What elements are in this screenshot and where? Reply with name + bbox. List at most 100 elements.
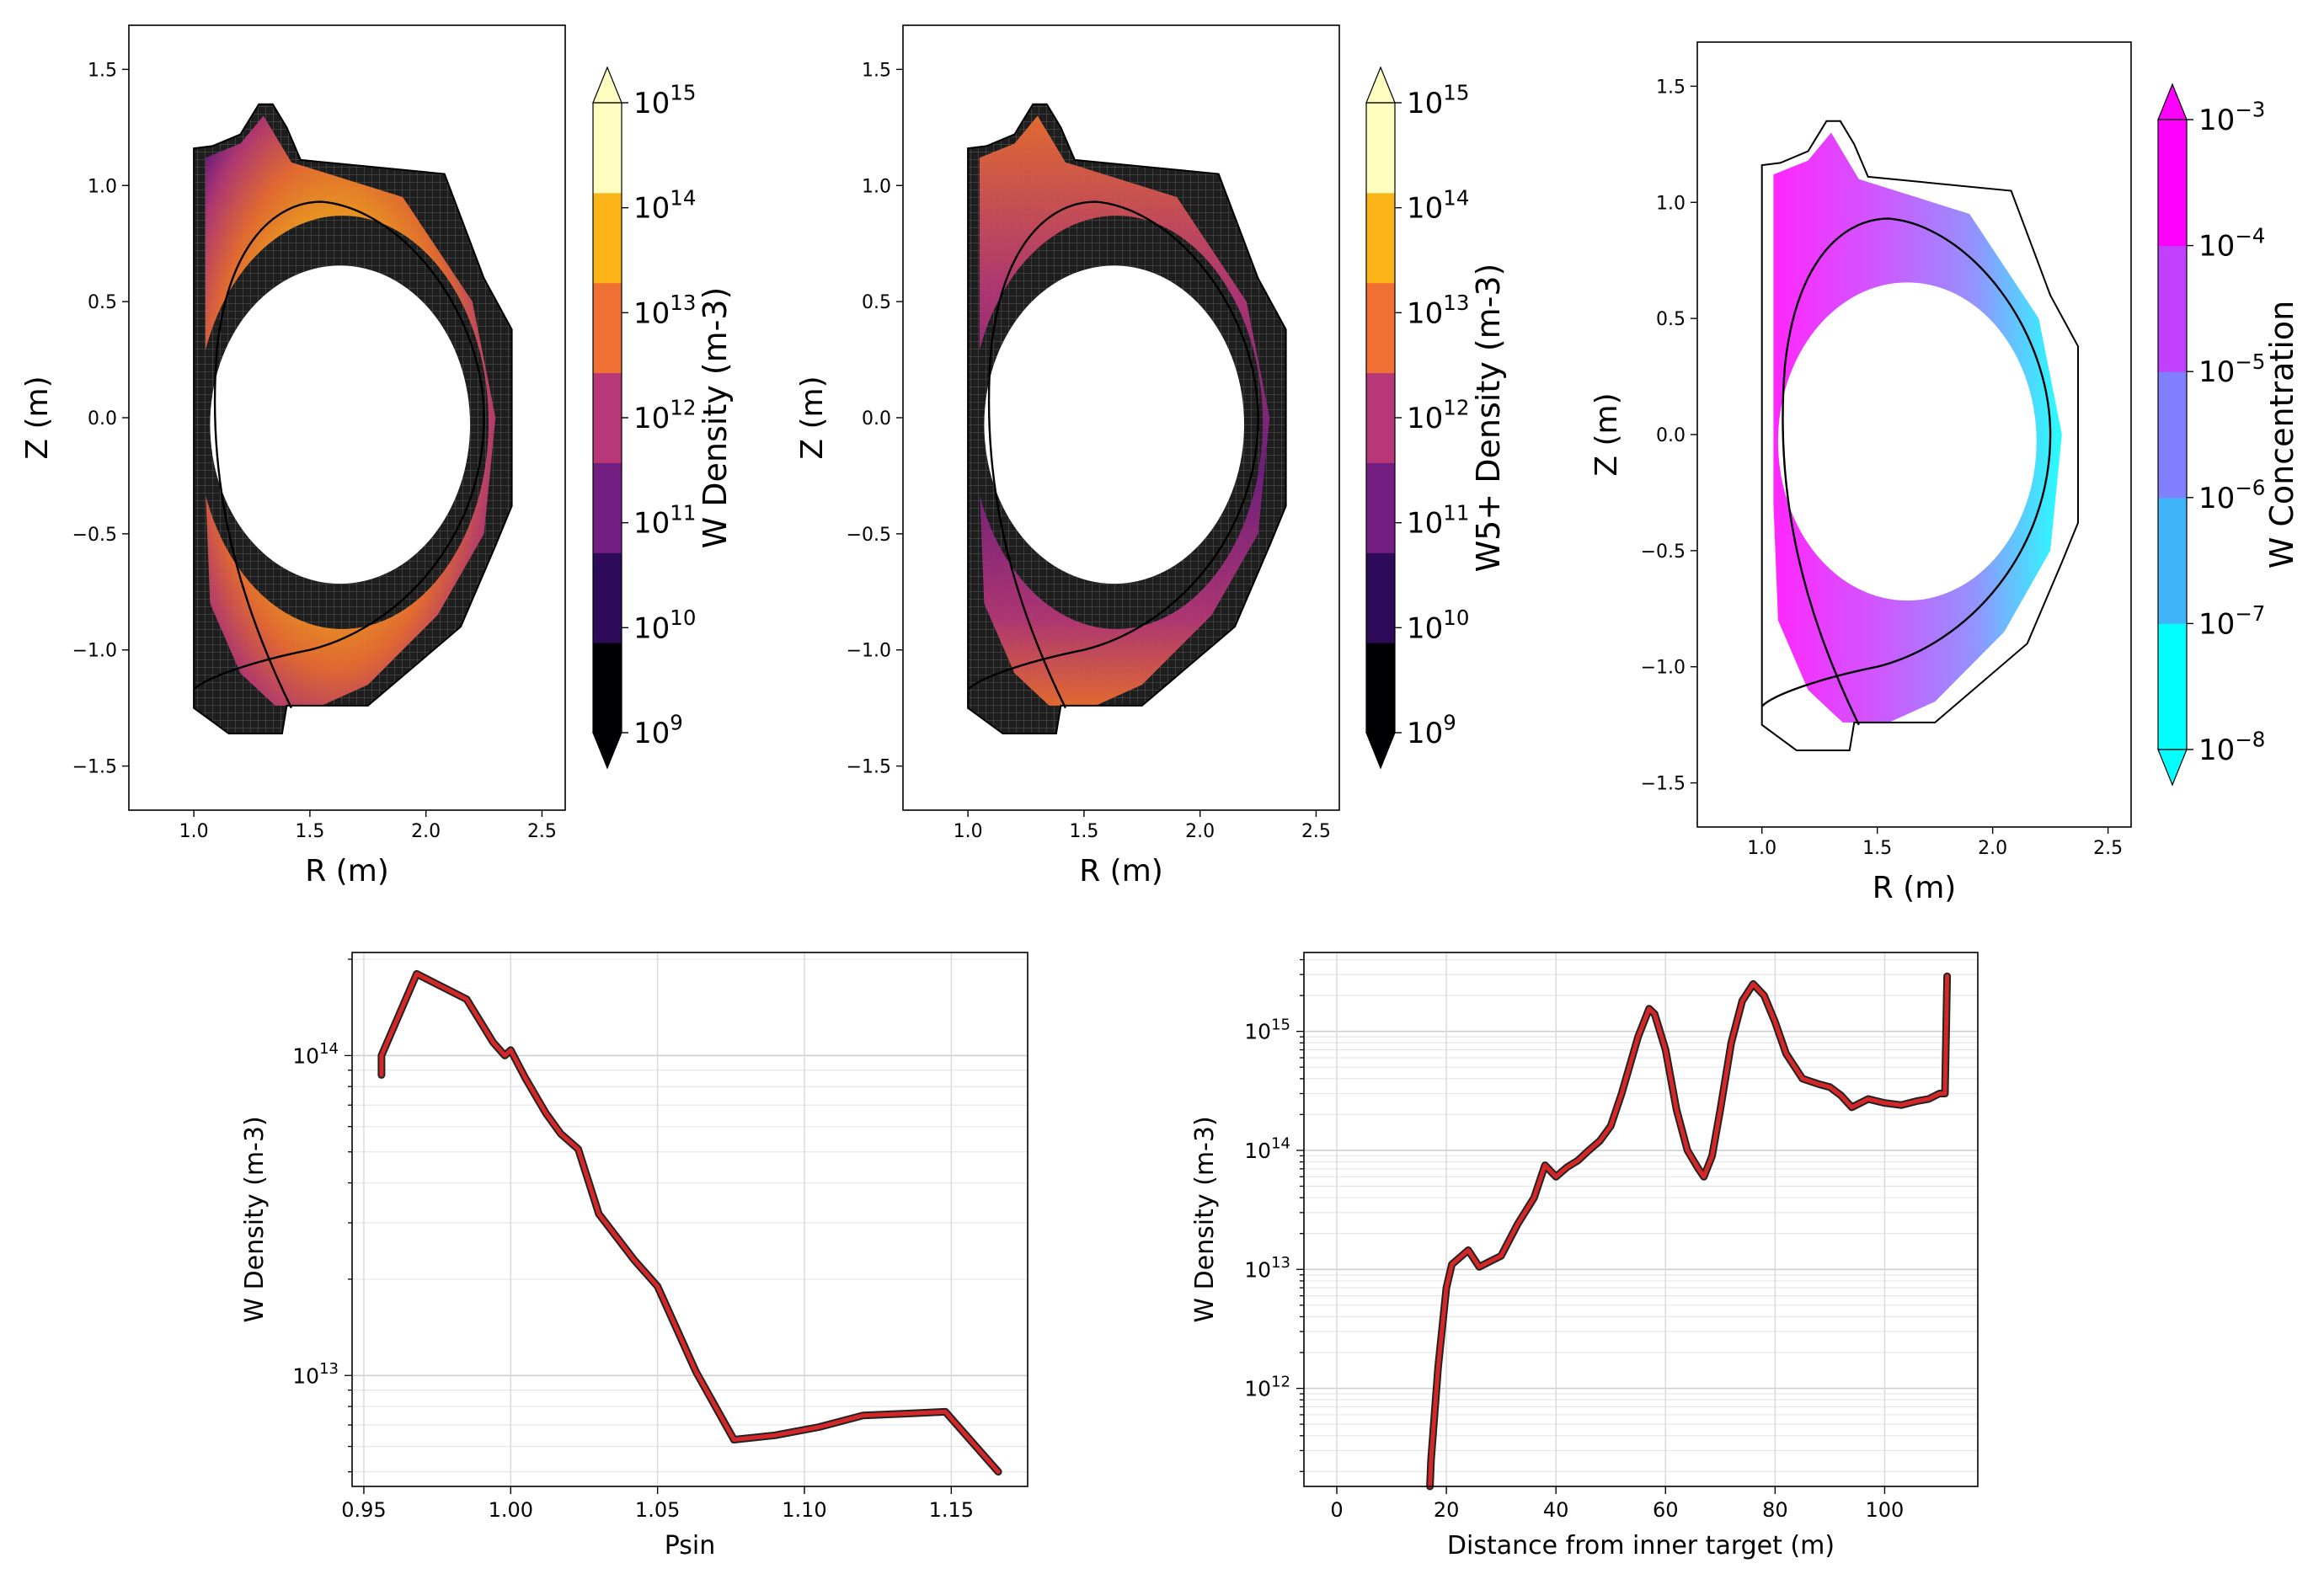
- w-density-map-panel: 1.0 1.5 2.0 2.5 1.5 1.0 0.5 0.0 −0.5 −1.0 −1.5 R (m…: [20, 24, 734, 888]
- colorbar-extend-bottom: [592, 732, 622, 770]
- vessel-outline: [193, 103, 513, 734]
- colorbar-segment: [593, 552, 622, 643]
- colorbar-label: W Density (m-3): [697, 287, 734, 549]
- plot-frame: [1303, 952, 1979, 1487]
- x-tick-label: 2.0: [411, 821, 441, 842]
- colorbar-tick-label: 1010: [1407, 606, 1469, 645]
- colorbar-tick-label-exp: 13: [1443, 291, 1469, 315]
- colorbar-tick-label: 1014: [633, 185, 696, 225]
- y-tick-label: −1.0: [1641, 658, 1686, 679]
- x-tick-label: 2.0: [1978, 838, 2007, 859]
- colorbar-tick-label-exp: −5: [2235, 349, 2265, 374]
- x-tick-label: 2.5: [1301, 821, 1331, 842]
- plot-background: [1304, 952, 1978, 1486]
- colorbar-tick-label-exp: −3: [2235, 98, 2265, 122]
- colorbar-tick-label-base: 10: [1407, 87, 1443, 120]
- colorbar-tick-label: 10−6: [2198, 476, 2265, 515]
- colorbar-label: W Concentration: [2263, 301, 2300, 568]
- separatrix: [967, 200, 1259, 709]
- colorbar-tick-label-base: 10: [1407, 717, 1443, 750]
- colorbar-tick-label-base: 10: [633, 296, 670, 330]
- x-tick-label: 0.95: [341, 1498, 386, 1522]
- colorbar-tick-label-base: 10: [633, 87, 670, 120]
- y-tick-label: 1.5: [88, 60, 117, 81]
- colorbar-frame: [2157, 119, 2188, 750]
- x-axis-label: R (m): [1079, 854, 1163, 888]
- y-tick-label: 1014: [1244, 1135, 1290, 1163]
- colorbar-tick-label: 1012: [633, 396, 696, 435]
- y-tick-label: −0.5: [72, 525, 117, 546]
- y-tick-label: 0.0: [1656, 425, 1686, 446]
- colorbar-tick-label-base: 10: [633, 402, 670, 435]
- plot-background: [352, 952, 1028, 1486]
- colorbar-segment: [593, 643, 622, 734]
- y-tick-label-base: 10: [1244, 1257, 1271, 1282]
- colorbar-tick-label-base: 10: [2198, 482, 2235, 515]
- colorbar-tick-label-base: 10: [2198, 734, 2235, 767]
- colorbar-tick-label: 10−8: [2198, 728, 2265, 767]
- y-tick-label-exp: 14: [1271, 1135, 1290, 1153]
- vessel-outline: [967, 103, 1287, 734]
- colorbar-segment: [593, 103, 622, 194]
- colorbar-segment: [1366, 103, 1395, 194]
- y-tick-label-exp: 12: [1271, 1373, 1290, 1390]
- colorbar-segment: [593, 372, 622, 463]
- colorbar-tick-label: 1011: [1407, 500, 1469, 540]
- x-tick-label: 80: [1762, 1498, 1788, 1522]
- core-region: [210, 265, 471, 584]
- x-tick-label: 1.5: [295, 821, 324, 842]
- colorbar-segment: [2158, 623, 2187, 750]
- colorbar-tick-label-base: 10: [2198, 104, 2235, 137]
- colorbar-tick-label: 10−3: [2198, 98, 2265, 137]
- w-concentration-map-panel: 1.0 1.5 2.0 2.5 1.5 1.0 0.5 0.0 −0.5 −1.0 −1.5 R (m…: [1589, 41, 2300, 905]
- y-tick-label-base: 10: [1244, 1020, 1271, 1044]
- x-tick-label: 40: [1543, 1498, 1569, 1522]
- colorbar-tick-label-exp: −8: [2235, 728, 2265, 752]
- x-tick-label: 2.0: [1185, 821, 1215, 842]
- y-axis-label: Z (m): [795, 376, 830, 459]
- separatrix: [1760, 217, 2052, 726]
- colorbar-segment: [2158, 371, 2187, 499]
- y-tick-label: 1.5: [1656, 77, 1686, 98]
- colorbar-tick-label: 1015: [1407, 81, 1469, 120]
- colorbar-tick-label-exp: 9: [1443, 711, 1456, 735]
- w5-density-map-panel: 1.0 1.5 2.0 2.5 1.5 1.0 0.5 0.0 −0.5 −1.0 −1.5 R (m…: [795, 24, 1507, 888]
- colorbar-tick-label-base: 10: [1407, 611, 1443, 645]
- colorbar-extend-bottom: [1365, 732, 1396, 770]
- colorbar-segment: [593, 462, 622, 553]
- x-tick-label: 2.5: [527, 821, 557, 842]
- colorbar-tick-label-exp: 15: [1443, 81, 1469, 105]
- colorbar-tick-label-base: 10: [633, 611, 670, 645]
- colorbar-extend-top: [1365, 66, 1396, 104]
- x-tick-label: 1.0: [1747, 838, 1776, 859]
- series-line: [379, 971, 1001, 1475]
- x-tick-label: 1.10: [782, 1498, 826, 1522]
- colorbar-tick-label: 109: [633, 711, 683, 750]
- separatrix: [193, 200, 485, 709]
- colorbar-tick-label: 1013: [633, 291, 696, 330]
- colorbar-segment: [1366, 462, 1395, 553]
- y-tick-label-exp: 14: [319, 1040, 339, 1058]
- colorbar-tick-label: 1012: [1407, 396, 1469, 435]
- y-tick-label: 1.0: [88, 176, 117, 197]
- colorbar-tick-label: 10−7: [2198, 601, 2265, 641]
- y-tick-label: −1.5: [847, 757, 891, 778]
- colorbar-segment: [593, 282, 622, 374]
- y-tick-label: 1013: [292, 1360, 339, 1388]
- colorbar-tick-label-exp: −7: [2235, 601, 2265, 626]
- y-axis-label: Z (m): [1589, 392, 1624, 476]
- x-axis-label: R (m): [305, 854, 389, 888]
- y-tick-label: 0.5: [88, 292, 117, 313]
- colorbar-extend-bottom: [2157, 749, 2188, 787]
- y-tick-label: 0.0: [862, 408, 891, 430]
- colorbar-tick-label-exp: 11: [670, 500, 696, 525]
- colorbar-tick-label-base: 10: [1407, 507, 1443, 541]
- colorbar-tick-label-exp: 14: [1443, 185, 1469, 210]
- colorbar-tick-label-base: 10: [2198, 355, 2235, 389]
- colorbar-tick-label: 10−4: [2198, 223, 2265, 263]
- colorbar-label: W5+ Density (m-3): [1470, 264, 1507, 573]
- colorbar-tick-label-exp: 12: [1443, 396, 1469, 420]
